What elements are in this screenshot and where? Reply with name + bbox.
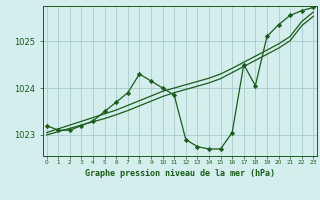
X-axis label: Graphe pression niveau de la mer (hPa): Graphe pression niveau de la mer (hPa) (85, 169, 275, 178)
